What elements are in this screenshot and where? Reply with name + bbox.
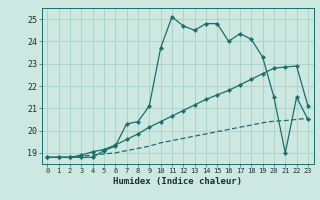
X-axis label: Humidex (Indice chaleur): Humidex (Indice chaleur)	[113, 177, 242, 186]
